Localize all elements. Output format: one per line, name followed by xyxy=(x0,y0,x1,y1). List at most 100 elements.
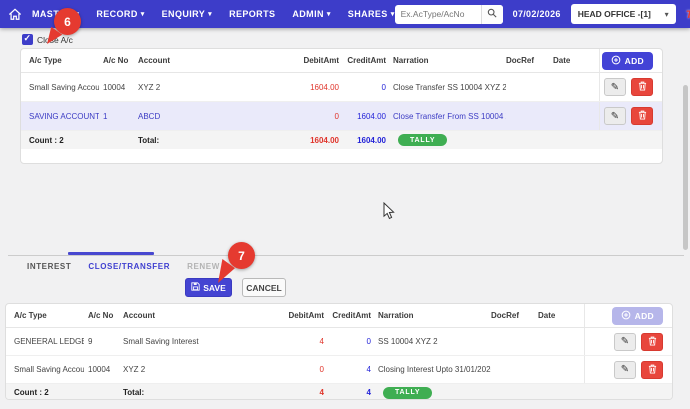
page-scrollbar[interactable] xyxy=(683,85,688,250)
close-ac-checkbox[interactable] xyxy=(22,34,33,45)
chevron-down-icon: ▾ xyxy=(208,11,212,18)
tab-interest[interactable]: INTEREST xyxy=(27,262,71,271)
menu-reports[interactable]: REPORTS xyxy=(229,9,275,19)
debit-value: 4 xyxy=(249,337,326,346)
acno-value: 10004 xyxy=(99,83,134,92)
table-row[interactable]: GENEERAL LEDGER 9 Small Saving Interest … xyxy=(6,328,672,356)
narration-value: Closing Interest Upto 31/01/2026 xyxy=(373,365,491,374)
add-entry-button-disabled[interactable]: ADD xyxy=(612,307,663,325)
office-dropdown[interactable]: HEAD OFFICE -[1] ▾ xyxy=(571,4,676,24)
chevron-down-icon: ▾ xyxy=(327,11,331,18)
plus-circle-icon xyxy=(611,55,621,67)
total-credit: 4 xyxy=(326,388,373,397)
menu-admin[interactable]: ADMIN▾ xyxy=(292,9,330,19)
header-actions: ADD xyxy=(584,304,672,327)
delete-row-button[interactable] xyxy=(641,333,663,351)
search-icon xyxy=(487,5,497,23)
header-actions: ADD xyxy=(599,49,662,72)
row-count: Count : 2 xyxy=(21,136,99,145)
row-actions: ✎ xyxy=(599,73,662,101)
col-narration: Narration xyxy=(373,311,491,320)
credit-value: 0 xyxy=(326,337,373,346)
col-acno: A/c No xyxy=(99,56,134,65)
table-row-selected[interactable]: SAVING ACCOUNT 1 ABCD 0 1604.00 Close Tr… xyxy=(21,102,662,131)
col-date: Date xyxy=(538,311,584,320)
col-debitamt: DebitAmt xyxy=(249,311,326,320)
table-footer: Count : 2 Total: 1604.00 1604.00 TALLY xyxy=(21,131,662,149)
row-actions: ✎ xyxy=(584,356,672,383)
search-button[interactable] xyxy=(481,5,503,24)
cancel-button[interactable]: CANCEL xyxy=(242,278,286,297)
pencil-icon: ✎ xyxy=(611,82,619,93)
home-icon[interactable] xyxy=(8,5,22,23)
floppy-disk-icon xyxy=(191,282,200,293)
debit-value: 1604.00 xyxy=(264,83,341,92)
form-actions: SAVE CANCEL xyxy=(185,278,286,297)
row-actions: ✎ xyxy=(584,328,672,355)
pencil-icon: ✎ xyxy=(621,364,629,375)
search-input[interactable] xyxy=(395,5,481,24)
trash-icon xyxy=(638,78,647,96)
table-row[interactable]: Small Saving Accounts 10004 XYZ 2 0 4 Cl… xyxy=(6,356,672,384)
table-header: A/c Type A/c No Account DebitAmt CreditA… xyxy=(21,49,662,73)
main-menu: MASTER▾ RECORD▾ ENQUIRY▾ REPORTS ADMIN▾ … xyxy=(32,9,395,19)
delete-row-button[interactable] xyxy=(631,107,653,125)
chevron-down-icon: ▾ xyxy=(665,10,669,19)
trash-icon xyxy=(648,361,657,379)
top-navbar: MASTER▾ RECORD▾ ENQUIRY▾ REPORTS ADMIN▾ … xyxy=(0,0,690,28)
trash-icon xyxy=(648,333,657,351)
active-tab-indicator xyxy=(68,252,154,255)
tab-close-transfer[interactable]: CLOSE/TRANSFER xyxy=(88,262,170,271)
account-search xyxy=(395,5,503,24)
col-account: Account xyxy=(119,311,249,320)
annotation-step-7: 7 xyxy=(228,242,255,269)
interest-entries-table: A/c Type A/c No Account DebitAmt CreditA… xyxy=(5,303,673,400)
table-header: A/c Type A/c No Account DebitAmt CreditA… xyxy=(6,304,672,328)
menu-enquiry[interactable]: ENQUIRY▾ xyxy=(162,9,212,19)
actype-value: SAVING ACCOUNT xyxy=(21,112,99,121)
col-creditamt: CreditAmt xyxy=(341,56,388,65)
section-tabs: INTEREST CLOSE/TRANSFER RENEW xyxy=(27,262,220,271)
chevron-down-icon: ▾ xyxy=(391,11,395,18)
account-value: ABCD xyxy=(134,112,264,121)
account-value: XYZ 2 xyxy=(119,365,249,374)
total-debit: 1604.00 xyxy=(264,136,341,145)
narration-value: SS 10004 XYZ 2 xyxy=(373,337,491,346)
delete-row-button[interactable] xyxy=(641,361,663,379)
tab-renew[interactable]: RENEW xyxy=(187,262,220,271)
col-actype: A/c Type xyxy=(6,311,84,320)
actype-value: Small Saving Accounts xyxy=(21,83,99,92)
actype-value: Small Saving Accounts xyxy=(6,365,84,374)
trash-icon xyxy=(638,107,647,125)
row-count: Count : 2 xyxy=(6,388,84,397)
acno-value: 9 xyxy=(84,337,119,346)
pencil-icon: ✎ xyxy=(611,111,619,122)
menu-shares[interactable]: SHARES▾ xyxy=(348,9,395,19)
table-footer: Count : 2 Total: 4 4 TALLY xyxy=(6,384,672,400)
table-row[interactable]: Small Saving Accounts 10004 XYZ 2 1604.0… xyxy=(21,73,662,102)
edit-row-button[interactable]: ✎ xyxy=(604,78,626,96)
col-docref: DocRef xyxy=(506,56,553,65)
debit-value: 0 xyxy=(249,365,326,374)
menu-record[interactable]: RECORD▾ xyxy=(96,9,144,19)
add-entry-button[interactable]: ADD xyxy=(602,52,653,70)
mouse-cursor xyxy=(383,202,395,225)
delete-row-button[interactable] xyxy=(631,78,653,96)
edit-row-button[interactable]: ✎ xyxy=(614,333,636,351)
tally-status-badge: TALLY xyxy=(383,387,432,399)
close-transfer-entries-table: A/c Type A/c No Account DebitAmt CreditA… xyxy=(20,48,663,164)
edit-row-button[interactable]: ✎ xyxy=(604,107,626,125)
actype-value: GENEERAL LEDGER xyxy=(6,337,84,346)
total-credit: 1604.00 xyxy=(341,136,388,145)
pencil-icon: ✎ xyxy=(621,336,629,347)
col-account: Account xyxy=(134,56,264,65)
total-debit: 4 xyxy=(249,388,326,397)
tally-status-badge: TALLY xyxy=(398,134,447,146)
total-label: Total: xyxy=(119,388,249,397)
app-logo-menu[interactable]: TENi ▾ xyxy=(686,5,690,23)
account-value: XYZ 2 xyxy=(134,83,264,92)
plus-circle-icon xyxy=(621,310,631,322)
save-button[interactable]: SAVE xyxy=(185,278,232,297)
edit-row-button[interactable]: ✎ xyxy=(614,361,636,379)
narration-value: Close Transfer SS 10004 XYZ 2 xyxy=(388,83,506,92)
